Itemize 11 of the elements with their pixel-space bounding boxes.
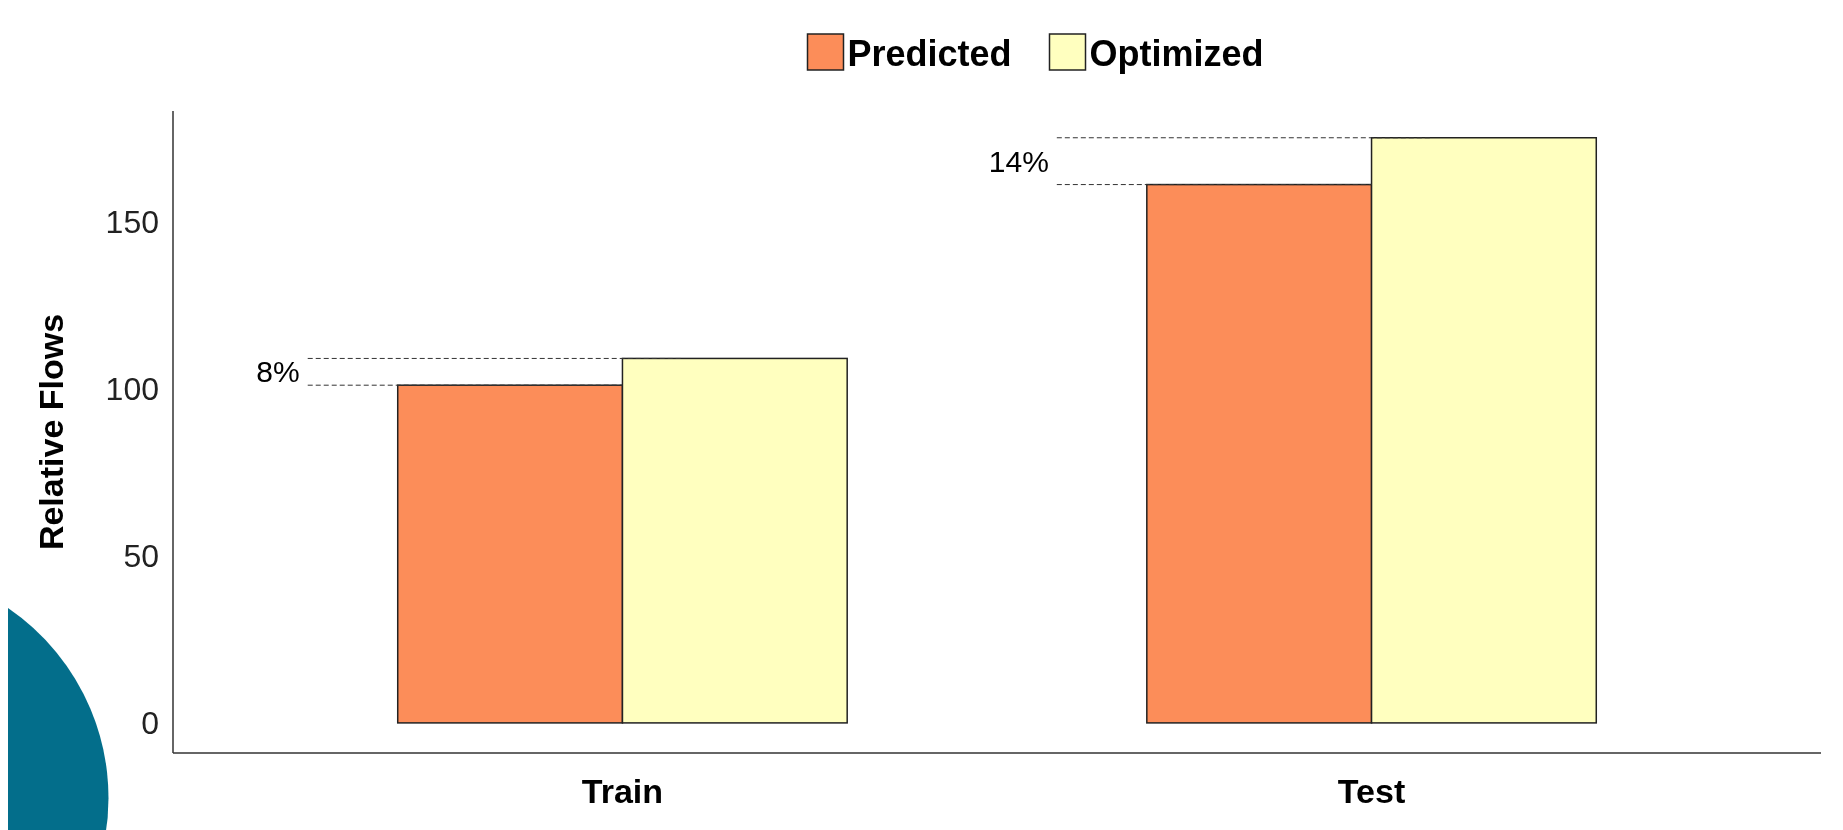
y-axis-title: Relative Flows (32, 313, 70, 551)
annotation: 8% (256, 355, 300, 389)
y-tick-label: 50 (123, 537, 159, 574)
annotation: 14% (988, 144, 1049, 178)
y-tick-label: 100 (105, 370, 159, 407)
legend-label: Optimized (1089, 32, 1264, 74)
legend-label: Predicted (847, 32, 1012, 74)
x-tick-label: Train (581, 772, 664, 810)
x-tick-label: Test (1337, 772, 1406, 810)
y-tick-label: 0 (141, 705, 159, 742)
y-tick-label: 150 (105, 203, 159, 240)
